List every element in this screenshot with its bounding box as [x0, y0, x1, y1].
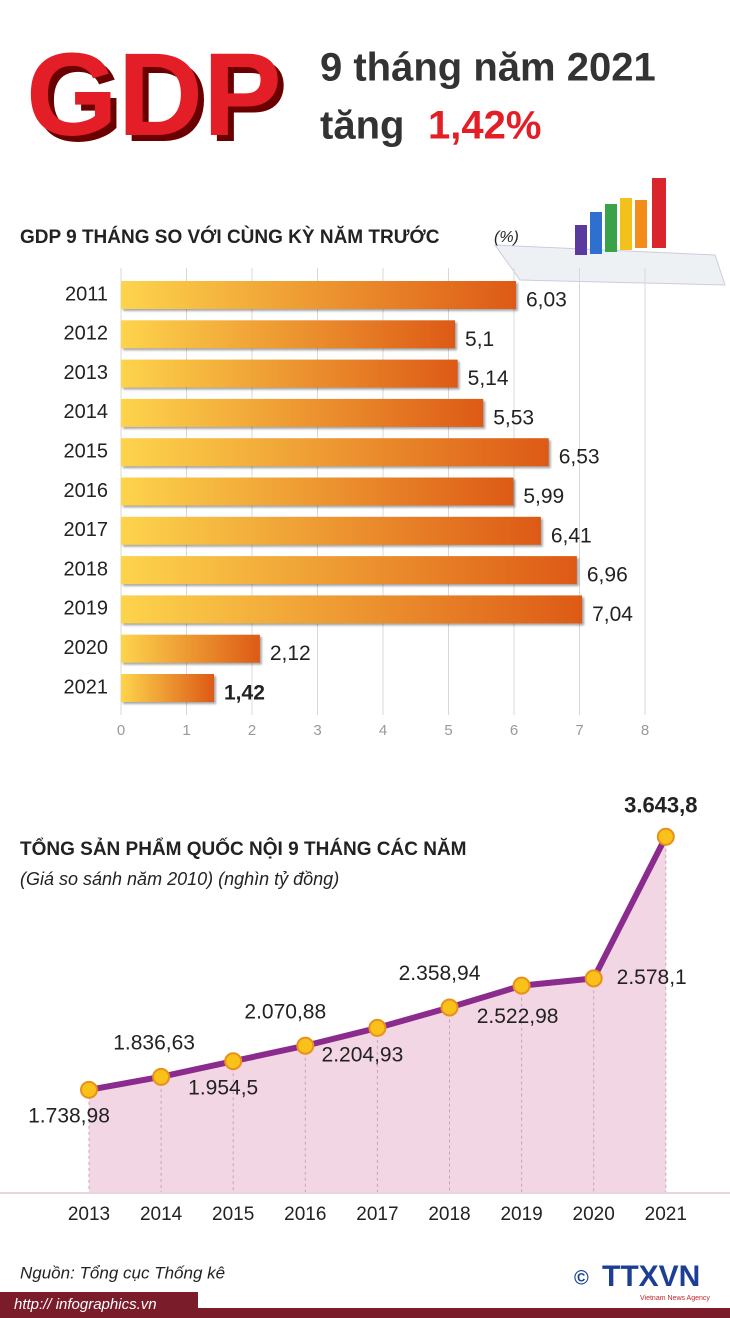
- x-tick-label: 6: [510, 722, 518, 739]
- y-tick-label: 2020: [64, 637, 109, 659]
- value-label: 1,42: [224, 682, 265, 705]
- y-tick-label: 2015: [64, 440, 109, 462]
- marker: [152, 1067, 171, 1086]
- footer-band: [198, 1308, 730, 1318]
- value-label: 6,41: [551, 524, 592, 547]
- y-tick-label: 2019: [64, 598, 109, 620]
- marker: [584, 969, 603, 988]
- marker: [80, 1080, 98, 1099]
- y-tick-label: 2018: [64, 558, 109, 580]
- bar: [121, 477, 514, 506]
- marker: [440, 998, 459, 1017]
- headline-highlight: 1,42%: [428, 104, 541, 148]
- x-tick-label: 0: [117, 722, 125, 739]
- value-label: 5,1: [465, 328, 494, 351]
- area: [89, 836, 666, 1193]
- y-tick-label: 2016: [64, 480, 109, 502]
- x-tick-label: 2021: [645, 1204, 687, 1225]
- copyright: ©: [574, 1267, 589, 1289]
- chart-icon: [493, 178, 726, 286]
- value-label: 6,53: [559, 446, 600, 469]
- chart-subtitle: (Giá so sánh năm 2010) (nghìn tỷ đồng): [20, 869, 339, 889]
- y-tick-label: 2017: [64, 519, 109, 541]
- value-label: 6,03: [526, 289, 567, 312]
- marker: [368, 1018, 387, 1037]
- bar: [121, 438, 549, 467]
- bar: [121, 359, 458, 388]
- value-label: 5,99: [523, 485, 564, 508]
- bar: [121, 516, 541, 545]
- headline: tăng: [320, 104, 404, 148]
- chart-title: GDP 9 THÁNG SO VỚI CÙNG KỲ NĂM TRƯỚC: [20, 226, 440, 248]
- marker: [296, 1036, 315, 1055]
- x-tick-label: 5: [444, 722, 452, 739]
- value-label: 2,12: [270, 642, 311, 665]
- value-label: 6,96: [587, 564, 628, 587]
- x-tick-label: 7: [575, 722, 583, 739]
- y-tick-label: 2011: [65, 283, 108, 305]
- x-tick-label: 2018: [428, 1204, 470, 1225]
- value-label: 1.836,63: [113, 1031, 195, 1054]
- source: Nguồn: Tổng cục Thống kê: [20, 1263, 225, 1282]
- y-tick-label: 2013: [64, 362, 109, 384]
- url: http:// infographics.vn: [14, 1296, 157, 1313]
- marker: [512, 976, 531, 995]
- bar: [121, 634, 260, 663]
- y-tick-label: 2014: [64, 401, 109, 423]
- value-label: 2.522,98: [477, 1005, 559, 1028]
- value-label: 3.643,8: [624, 793, 697, 818]
- chart-unit: (%): [494, 229, 519, 246]
- x-tick-label: 2020: [573, 1204, 615, 1225]
- marker: [224, 1052, 243, 1071]
- url-band: [0, 1292, 198, 1318]
- headline: 9 tháng năm 2021: [320, 46, 656, 90]
- bar: [121, 281, 516, 309]
- x-tick-label: 2015: [212, 1204, 254, 1225]
- y-tick-label: 2021: [64, 676, 109, 698]
- chart-title: TỔNG SẢN PHẨM QUỐC NỘI 9 THÁNG CÁC NĂM: [20, 838, 467, 860]
- agency: TTXVN: [602, 1260, 700, 1293]
- bar: [121, 674, 215, 702]
- x-tick-label: 2016: [284, 1204, 326, 1225]
- x-tick-label: 2014: [140, 1204, 183, 1225]
- y-tick-label: 2012: [64, 323, 109, 345]
- logo: GDP: [26, 29, 282, 161]
- marker: [656, 827, 675, 846]
- value-label: 2.578,1: [617, 966, 687, 989]
- agency-en: Vietnam News Agency: [640, 1295, 710, 1302]
- value-label: 2.070,88: [244, 1000, 326, 1023]
- x-tick-label: 8: [641, 722, 649, 739]
- x-tick-label: 3: [313, 722, 321, 739]
- value-label: 2.358,94: [399, 962, 481, 985]
- value-label: 1.954,5: [188, 1077, 258, 1100]
- x-tick-label: 2019: [500, 1204, 542, 1225]
- bar: [121, 556, 577, 585]
- x-tick-label: 4: [379, 722, 387, 739]
- logo-shadow: GDP: [32, 35, 288, 167]
- value-label: 5,14: [468, 367, 509, 390]
- value-label: 2.204,93: [322, 1043, 404, 1066]
- x-tick-label: 1: [182, 722, 190, 739]
- bar: [121, 595, 583, 624]
- x-tick-label: 2013: [68, 1204, 110, 1225]
- value-label: 7,04: [592, 603, 633, 626]
- x-tick-label: 2017: [356, 1204, 398, 1225]
- bar: [121, 320, 456, 349]
- x-tick-label: 2: [248, 722, 256, 739]
- bar: [121, 398, 484, 427]
- value-label: 1.738,98: [28, 1104, 110, 1127]
- value-label: 5,53: [493, 406, 534, 429]
